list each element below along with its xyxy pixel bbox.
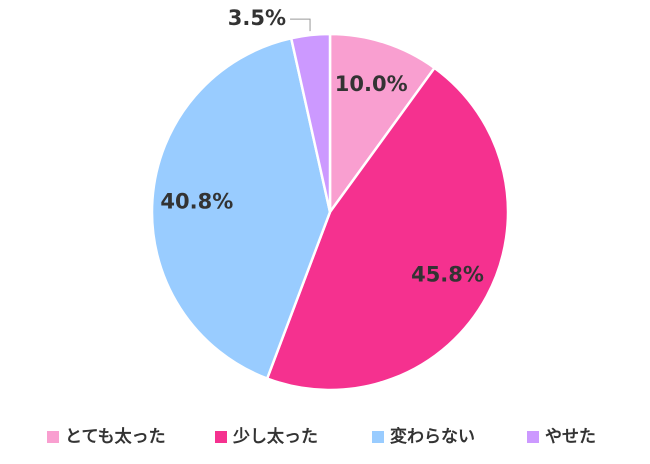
legend-label: とても太った xyxy=(65,426,166,447)
legend-label: やせた xyxy=(545,427,596,447)
legend-swatch xyxy=(527,431,539,443)
legend-swatch xyxy=(372,431,384,443)
legend-label: 少し太った xyxy=(232,426,318,447)
pie-slice xyxy=(265,66,510,392)
value-label: 3.5% xyxy=(228,6,286,30)
legend-swatch xyxy=(47,431,59,443)
value-label: 40.8% xyxy=(160,190,233,214)
value-label: 10.0% xyxy=(335,72,408,96)
pie-slice xyxy=(150,36,332,381)
pie-slice xyxy=(328,32,437,216)
value-label: 45.8% xyxy=(411,262,484,286)
legend-swatch xyxy=(215,431,227,443)
leader-line xyxy=(290,18,311,32)
legend-label: 変わらない xyxy=(390,426,475,447)
pie-slice xyxy=(289,32,332,213)
